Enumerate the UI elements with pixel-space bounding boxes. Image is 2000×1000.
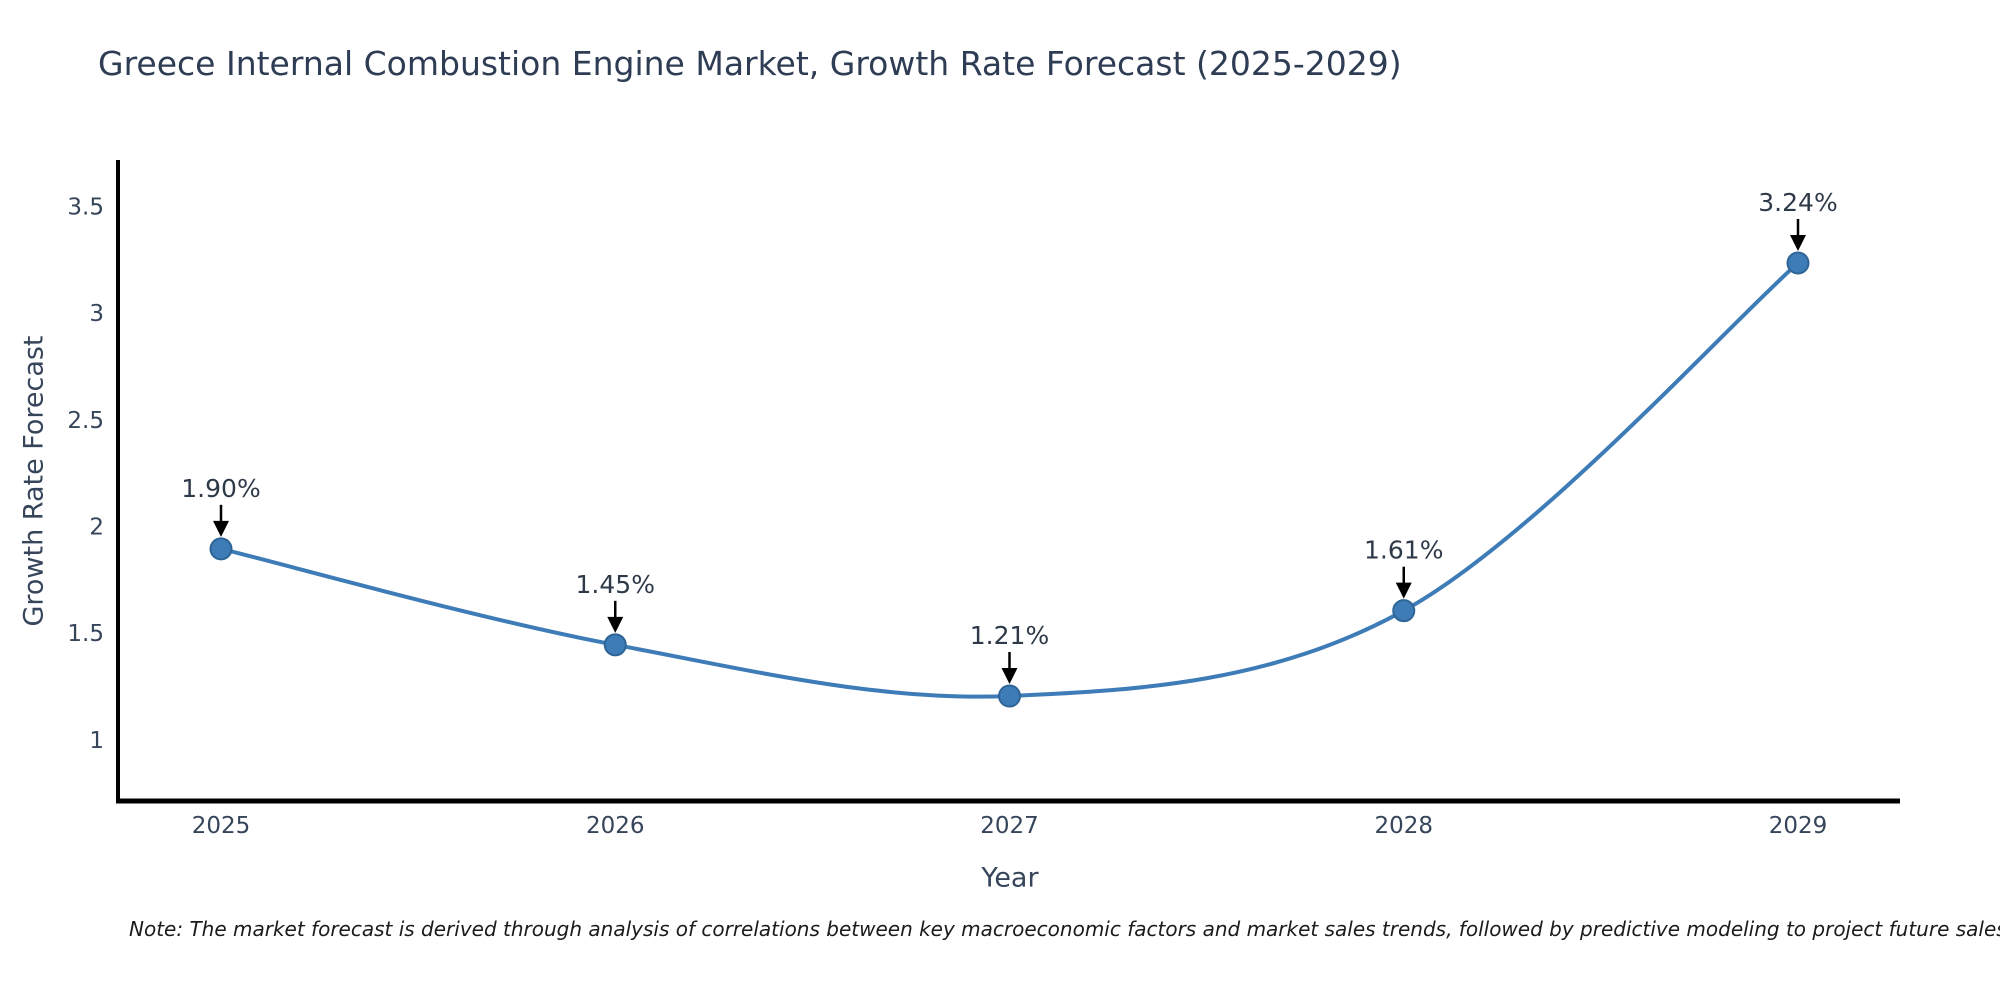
data-point-2028 (1392, 599, 1416, 623)
data-point-2025 (209, 537, 233, 561)
x-tick-label: 2025 (192, 813, 251, 839)
y-tick-label: 1 (89, 728, 104, 754)
x-tick-label: 2027 (980, 813, 1039, 839)
x-tick-label: 2029 (1769, 813, 1828, 839)
y-tick-label: 2.5 (67, 408, 104, 434)
annotation-arrow-head (1001, 668, 1018, 685)
point-label-2029: 3.24% (1758, 188, 1837, 217)
y-tick-label: 1.5 (67, 621, 104, 647)
y-tick-label: 2 (89, 515, 104, 541)
chart-title: Greece Internal Combustion Engine Market… (98, 44, 1402, 83)
annotation-arrow-head (1395, 582, 1412, 599)
footnote: Note: The market forecast is derived thr… (129, 917, 2000, 941)
point-label-2027: 1.21% (970, 621, 1049, 650)
annotation-arrow-head (607, 616, 624, 633)
y-tick-label: 3.5 (67, 195, 104, 221)
annotation-arrow-head (1790, 235, 1806, 252)
data-point-2026 (603, 633, 627, 657)
point-label-2026: 1.45% (576, 570, 655, 599)
data-point-2027 (998, 684, 1021, 708)
point-label-2025: 1.90% (181, 474, 260, 503)
annotation-arrow-head (213, 520, 229, 537)
x-tick-label: 2026 (586, 813, 645, 839)
x-tick-label: 2028 (1374, 813, 1433, 839)
x-axis-title: Year (981, 862, 1039, 894)
point-label-2028: 1.61% (1364, 536, 1443, 565)
y-tick-label: 3 (89, 301, 104, 327)
data-point-2029 (1786, 251, 1810, 275)
